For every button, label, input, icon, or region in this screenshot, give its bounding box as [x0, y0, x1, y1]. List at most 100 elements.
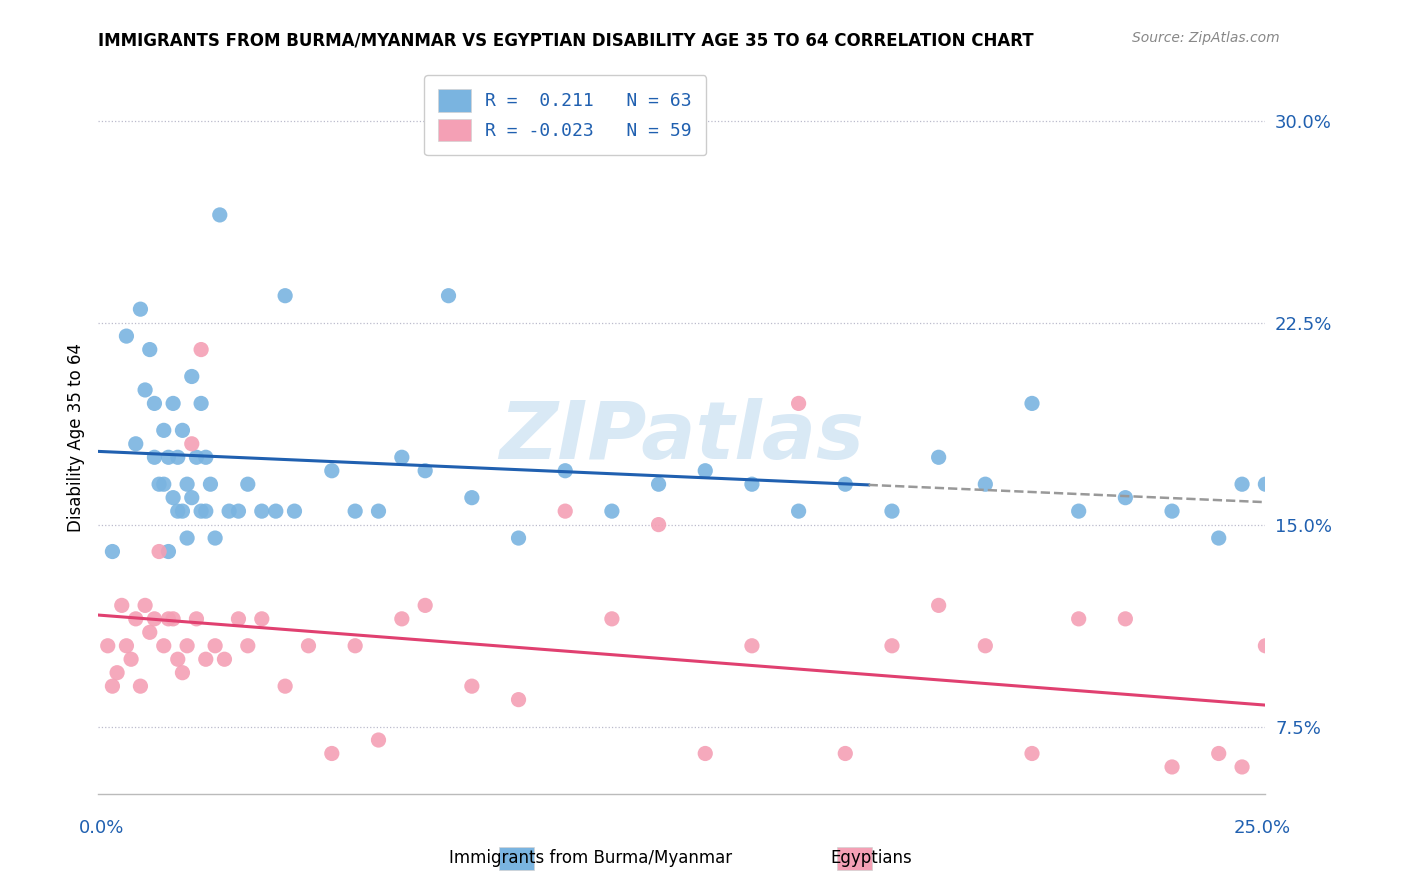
Point — [461, 491, 484, 505]
Point — [228, 504, 250, 518]
Point — [1324, 747, 1347, 761]
Point — [344, 504, 367, 518]
Point — [166, 504, 188, 518]
Point — [111, 599, 134, 613]
Point — [172, 423, 194, 437]
Text: Egyptians: Egyptians — [831, 849, 912, 867]
Point — [162, 396, 184, 410]
Point — [157, 450, 180, 465]
Point — [148, 477, 170, 491]
Point — [152, 477, 174, 491]
Point — [176, 477, 198, 491]
Point — [115, 329, 138, 343]
Point — [115, 639, 138, 653]
Point — [264, 504, 287, 518]
Point — [554, 504, 576, 518]
Point — [97, 639, 120, 653]
Point — [139, 625, 162, 640]
Point — [186, 450, 208, 465]
Point — [101, 679, 124, 693]
Point — [143, 450, 166, 465]
Point — [787, 396, 810, 410]
Point — [125, 437, 148, 451]
Point — [695, 747, 717, 761]
Point — [1230, 760, 1253, 774]
Point — [157, 612, 180, 626]
Point — [1021, 747, 1043, 761]
Text: IMMIGRANTS FROM BURMA/MYANMAR VS EGYPTIAN DISABILITY AGE 35 TO 64 CORRELATION CH: IMMIGRANTS FROM BURMA/MYANMAR VS EGYPTIA… — [98, 31, 1033, 49]
Point — [129, 302, 152, 317]
Point — [1208, 531, 1230, 545]
Point — [194, 450, 217, 465]
Point — [1254, 477, 1277, 491]
Point — [134, 383, 156, 397]
Point — [204, 531, 226, 545]
Point — [190, 343, 212, 357]
Point — [143, 612, 166, 626]
Point — [741, 477, 763, 491]
Point — [1371, 760, 1393, 774]
Point — [344, 639, 367, 653]
Point — [928, 599, 950, 613]
Point — [1395, 760, 1406, 774]
Point — [139, 343, 162, 357]
Point — [367, 504, 389, 518]
Point — [186, 612, 208, 626]
Point — [647, 477, 669, 491]
Point — [166, 652, 188, 666]
Point — [880, 504, 903, 518]
Point — [1278, 639, 1301, 653]
Point — [1208, 747, 1230, 761]
Point — [413, 599, 436, 613]
Point — [125, 612, 148, 626]
Point — [120, 652, 142, 666]
Point — [1161, 504, 1184, 518]
Point — [180, 369, 202, 384]
Point — [204, 639, 226, 653]
Point — [391, 612, 413, 626]
Point — [162, 612, 184, 626]
Point — [834, 477, 856, 491]
Point — [143, 396, 166, 410]
Text: Source: ZipAtlas.com: Source: ZipAtlas.com — [1132, 31, 1279, 45]
Point — [974, 639, 997, 653]
Point — [134, 599, 156, 613]
Point — [172, 665, 194, 680]
Point — [208, 208, 231, 222]
Point — [250, 504, 273, 518]
Point — [1347, 760, 1369, 774]
Point — [176, 531, 198, 545]
Point — [129, 679, 152, 693]
Point — [218, 504, 240, 518]
Point — [274, 679, 297, 693]
Text: 25.0%: 25.0% — [1234, 819, 1291, 837]
Point — [162, 491, 184, 505]
Point — [1067, 612, 1090, 626]
Point — [600, 504, 623, 518]
Point — [274, 289, 297, 303]
Point — [228, 612, 250, 626]
Point — [180, 491, 202, 505]
Point — [297, 639, 319, 653]
Point — [180, 437, 202, 451]
Point — [105, 665, 128, 680]
Point — [283, 504, 305, 518]
Point — [391, 450, 413, 465]
Text: 0.0%: 0.0% — [79, 819, 124, 837]
Point — [1067, 504, 1090, 518]
Point — [214, 652, 236, 666]
Point — [367, 733, 389, 747]
Point — [880, 639, 903, 653]
Point — [1301, 747, 1323, 761]
Point — [152, 423, 174, 437]
Point — [974, 477, 997, 491]
Point — [194, 652, 217, 666]
Point — [236, 477, 259, 491]
Point — [1021, 396, 1043, 410]
Text: Immigrants from Burma/Myanmar: Immigrants from Burma/Myanmar — [449, 849, 733, 867]
Point — [928, 450, 950, 465]
Point — [695, 464, 717, 478]
Point — [741, 639, 763, 653]
Point — [437, 289, 460, 303]
Point — [413, 464, 436, 478]
